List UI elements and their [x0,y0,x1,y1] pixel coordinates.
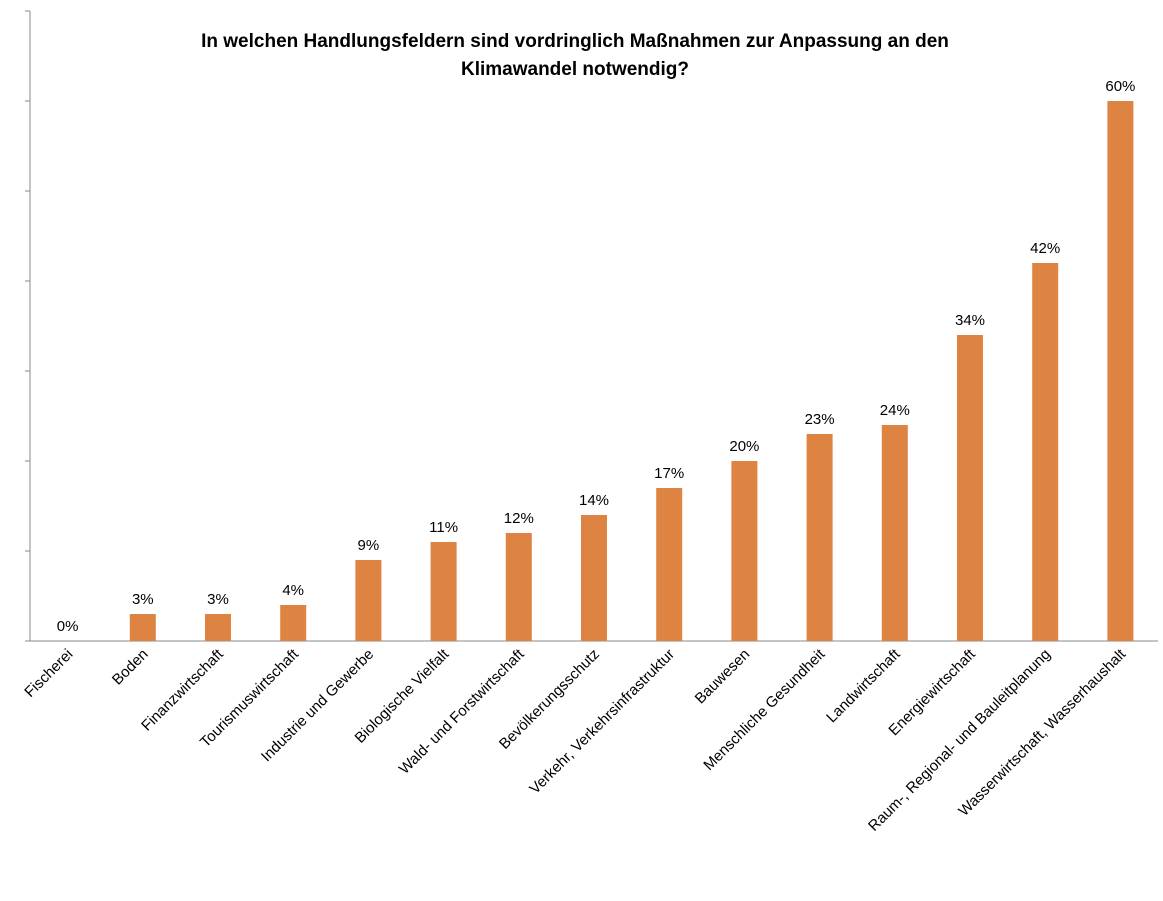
bar [505,533,532,641]
value-label: 0% [57,618,79,635]
x-tick-label: Bauwesen [692,646,754,708]
value-label: 3% [132,591,154,608]
bar [881,425,908,641]
value-label: 9% [358,537,380,554]
bar [1107,101,1134,641]
bar [581,515,607,641]
value-label: 42% [1030,240,1060,257]
bar [280,605,307,641]
bar [129,614,156,641]
x-tick-label: Wald- und Forstwirtschaft [396,645,528,777]
bar [806,434,833,641]
value-label: 60% [1105,78,1135,95]
value-label: 4% [282,582,304,599]
x-tick-label: Menschliche Gesundheit [700,645,829,774]
bar [656,488,683,641]
value-label: 17% [654,465,684,482]
bar [355,560,382,641]
bar [1032,263,1059,641]
value-label: 24% [880,402,910,419]
chart-title: Klimawandel notwendig? [461,59,689,80]
value-label: 23% [805,411,835,428]
x-tick-label: Boden [109,646,152,689]
value-label: 14% [579,492,609,509]
bar [430,542,457,641]
bar [957,335,983,641]
value-label: 12% [504,510,534,527]
x-tick-label: Landwirtschaft [823,645,904,726]
x-tick-label: Wasserwirtschaft, Wasserhaushalt [955,645,1130,820]
chart-title: In welchen Handlungsfeldern sind vordrin… [201,31,949,52]
x-tick-label: Fischerei [21,646,76,701]
x-tick-label: Verkehr, Verkehrsinfrastruktur [526,646,678,798]
value-label: 11% [429,519,458,536]
value-label: 20% [729,438,759,455]
value-label: 34% [955,312,985,329]
bar [731,461,758,641]
bar [205,614,231,641]
value-label: 3% [207,591,229,608]
